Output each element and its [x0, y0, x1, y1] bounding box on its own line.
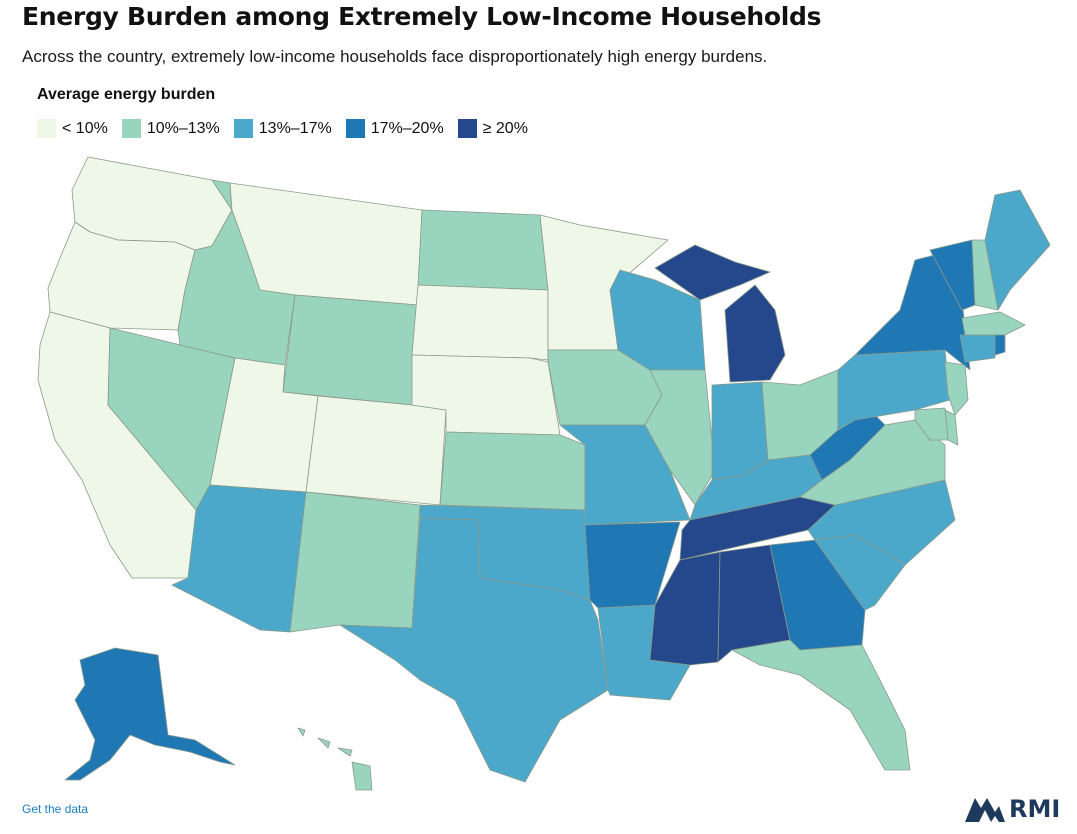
state-SD[interactable] [411, 284, 549, 361]
legend-label: 10%–13% [146, 119, 220, 137]
legend-title: Average energy burden [37, 86, 216, 103]
logo-text: RMI [1009, 795, 1061, 823]
state-TX[interactable] [339, 517, 609, 783]
state-MI[interactable] [654, 244, 786, 383]
legend-item: 10%–13% [121, 119, 220, 138]
state-AK[interactable] [64, 647, 236, 781]
chart-subtitle: Across the country, extremely low-income… [22, 47, 768, 66]
legend-swatch [457, 119, 477, 138]
legend-label: ≥ 20% [482, 119, 528, 137]
legend-swatch [233, 119, 253, 138]
state-RI[interactable] [994, 334, 1006, 356]
state-ME[interactable] [984, 189, 1051, 311]
legend-label: 13%–17% [258, 119, 332, 137]
legend-item: 13%–17% [233, 119, 332, 138]
state-NJ[interactable] [944, 361, 969, 416]
legend-item: 17%–20% [345, 119, 444, 138]
rmi-mark-icon [965, 798, 1005, 822]
state-MD[interactable] [914, 407, 949, 441]
state-ND[interactable] [417, 209, 549, 291]
legend-swatch [121, 119, 141, 138]
legend-swatch [37, 119, 56, 138]
legend-label: < 10% [62, 119, 108, 137]
state-KS[interactable] [439, 431, 586, 511]
state-FL[interactable] [731, 639, 911, 771]
state-MT[interactable] [229, 182, 423, 306]
state-WY[interactable] [282, 294, 419, 406]
state-CO[interactable] [305, 395, 447, 506]
state-MA[interactable] [961, 311, 1026, 336]
legend: < 10% 10%–13% 13%–17% 17%–20% ≥ 20% [37, 119, 528, 138]
us-map [37, 156, 1051, 791]
legend-label: 17%–20% [370, 119, 444, 137]
state-IL[interactable] [644, 369, 716, 506]
get-data-link[interactable]: Get the data [22, 802, 89, 816]
legend-item: ≥ 20% [457, 119, 528, 138]
rmi-logo: RMI [965, 795, 1060, 823]
state-CT[interactable] [959, 334, 996, 363]
chart-title: Energy Burden among Extremely Low-Income… [22, 2, 822, 31]
state-NM[interactable] [289, 491, 421, 633]
legend-item: < 10% [37, 119, 108, 138]
legend-swatch [345, 119, 365, 138]
state-HI[interactable] [297, 727, 373, 791]
